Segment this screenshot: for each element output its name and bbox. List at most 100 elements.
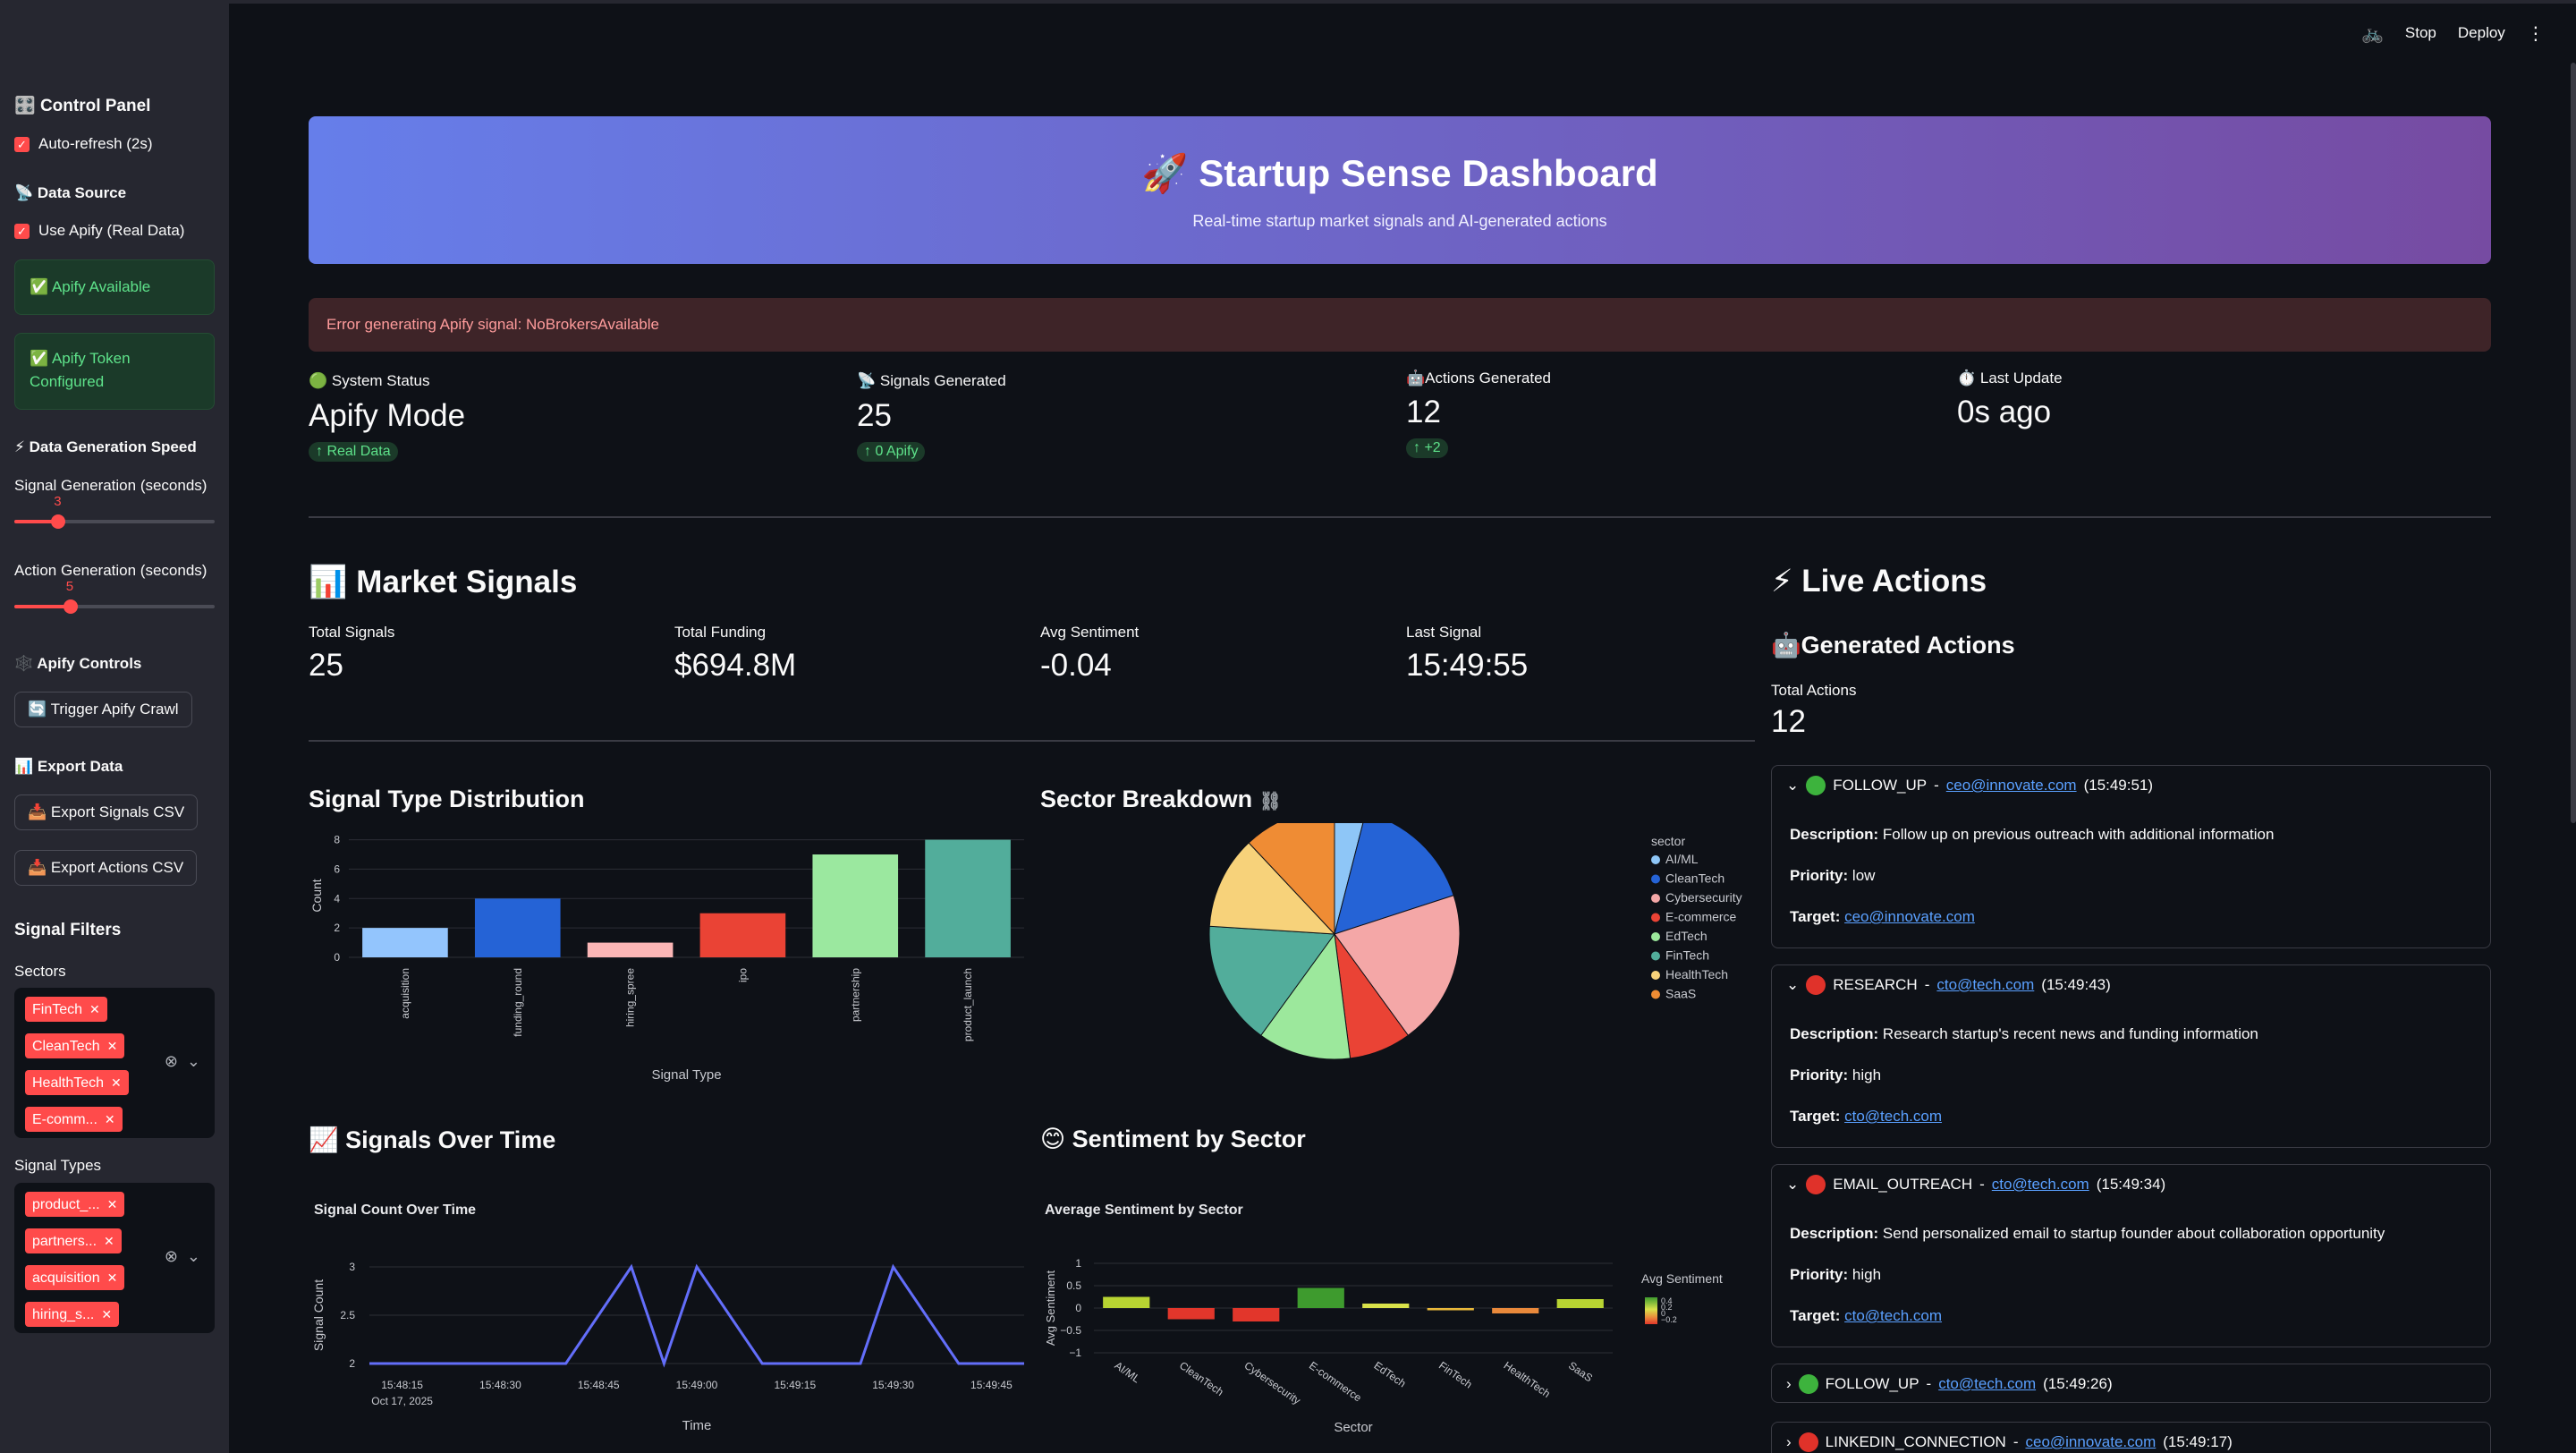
scrollbar[interactable] bbox=[2571, 63, 2576, 823]
metric-value: Apify Mode bbox=[309, 398, 466, 433]
clear-all-icon[interactable]: ⊗ ⌄ bbox=[164, 1052, 200, 1070]
export-actions-button[interactable]: 📥 Export Actions CSV bbox=[14, 850, 198, 886]
action-card-header[interactable]: › LINKEDIN_CONNECTION - ceo@innovate.com … bbox=[1786, 1423, 2233, 1453]
slider-handle[interactable] bbox=[63, 599, 78, 614]
link-icon[interactable]: ⛓ bbox=[1258, 792, 1282, 811]
action-card-header[interactable]: ⌄ EMAIL_OUTREACH - cto@tech.com (15:49:34… bbox=[1786, 1165, 2165, 1204]
action-target-link[interactable]: cto@tech.com bbox=[1991, 1176, 2089, 1193]
remove-icon[interactable]: ✕ bbox=[104, 1234, 114, 1248]
target-label: Target: bbox=[1790, 908, 1841, 925]
signals-over-time-heading: 📈 Signals Over Time bbox=[309, 1126, 556, 1153]
slider-handle[interactable] bbox=[51, 514, 66, 529]
colorbar-tick: 0.4 bbox=[1661, 1296, 1673, 1305]
action-description: Follow up on previous outreach with addi… bbox=[1878, 826, 2275, 843]
bar-SaaS bbox=[1556, 1299, 1604, 1308]
divider bbox=[309, 740, 1755, 742]
chart-title: Signal Count Over Time bbox=[314, 1202, 476, 1218]
remove-icon[interactable]: ✕ bbox=[106, 1197, 118, 1211]
target-link[interactable]: cto@tech.com bbox=[1844, 1307, 1942, 1324]
legend-swatch bbox=[1651, 894, 1660, 903]
legend-swatch bbox=[1651, 874, 1660, 884]
clear-all-icon[interactable]: ⊗ ⌄ bbox=[164, 1247, 200, 1265]
priority-label: Priority: bbox=[1790, 1266, 1849, 1283]
x-tick-label: EdTech bbox=[1372, 1359, 1409, 1389]
legend-label: E-commerce bbox=[1665, 910, 1737, 924]
remove-icon[interactable]: ✕ bbox=[89, 1002, 100, 1016]
tag-ecommerce[interactable]: E-comm... ✕ bbox=[25, 1107, 123, 1132]
signal-gen-slider[interactable]: 3 bbox=[14, 494, 215, 529]
action-target-link[interactable]: ceo@innovate.com bbox=[2025, 1433, 2157, 1450]
action-card[interactable]: ⌄ FOLLOW_UP - ceo@innovate.com (15:49:51)… bbox=[1771, 765, 2491, 948]
chevron-down-icon: ⌄ bbox=[1786, 976, 1800, 993]
slider-value: 5 bbox=[65, 579, 74, 594]
remove-icon[interactable]: ✕ bbox=[111, 1075, 122, 1090]
status-dot-icon bbox=[1806, 1175, 1826, 1194]
deploy-button[interactable]: Deploy bbox=[2457, 24, 2505, 41]
action-card[interactable]: › FOLLOW_UP - cto@tech.com (15:49:26) bbox=[1771, 1364, 2491, 1403]
apify-controls-label: Apify Controls bbox=[37, 655, 142, 672]
metric-delta: ↑ 0 Apify bbox=[857, 442, 926, 462]
action-type: EMAIL_OUTREACH bbox=[1833, 1176, 1973, 1193]
legend-swatch bbox=[1651, 990, 1660, 999]
tag-product-launch[interactable]: product_... ✕ bbox=[25, 1192, 125, 1217]
bar-Cybersecurity bbox=[1233, 1308, 1280, 1321]
tag-acquisition[interactable]: acquisition ✕ bbox=[25, 1265, 125, 1290]
dashboard-title: 🚀 Startup Sense Dashboard bbox=[1141, 152, 1658, 194]
legend-swatch bbox=[1651, 855, 1660, 864]
remove-icon[interactable]: ✕ bbox=[106, 1270, 118, 1285]
bar-AI/ML bbox=[1103, 1296, 1150, 1308]
remove-icon[interactable]: ✕ bbox=[106, 1039, 118, 1053]
action-target-link[interactable]: cto@tech.com bbox=[1938, 1375, 2037, 1392]
tag-hiring-spree[interactable]: hiring_s... ✕ bbox=[25, 1302, 120, 1327]
remove-icon[interactable]: ✕ bbox=[101, 1307, 113, 1321]
action-card-header[interactable]: › FOLLOW_UP - cto@tech.com (15:49:26) bbox=[1786, 1364, 2113, 1404]
pie-slice-SaaS bbox=[1248, 823, 1335, 936]
bar-E-commerce bbox=[1297, 1287, 1344, 1308]
action-target-link[interactable]: ceo@innovate.com bbox=[1945, 777, 2077, 794]
target-link[interactable]: cto@tech.com bbox=[1844, 1108, 1942, 1125]
metric-label: ⏱️ Last Update bbox=[1957, 370, 2063, 387]
main-menu-icon[interactable]: ⋮ bbox=[2526, 23, 2545, 44]
pie-slice-CleanTech bbox=[1334, 823, 1454, 935]
tag-partnership[interactable]: partners... ✕ bbox=[25, 1228, 122, 1253]
action-target-link[interactable]: cto@tech.com bbox=[1936, 976, 2035, 993]
tag-label: acquisition bbox=[32, 1270, 100, 1286]
x-tick-label: 15:48:30 bbox=[479, 1379, 521, 1391]
sectors-multiselect[interactable]: FinTech ✕ CleanTech ✕ HealthTech ✕ E-comm..… bbox=[14, 988, 215, 1138]
apify-controls-heading: 🕸️ Apify Controls bbox=[14, 655, 142, 672]
action-time: (15:49:43) bbox=[2041, 976, 2111, 993]
running-bike-icon: 🚲 bbox=[2361, 23, 2384, 44]
action-card-header[interactable]: ⌄ RESEARCH - cto@tech.com (15:49:43) bbox=[1786, 965, 2111, 1005]
apify-token-line1: ✅ Apify Token bbox=[30, 350, 131, 367]
check-icon: ✓ bbox=[14, 136, 30, 152]
tag-healthtech[interactable]: HealthTech ✕ bbox=[25, 1070, 129, 1095]
target-link[interactable]: ceo@innovate.com bbox=[1844, 908, 1975, 925]
stop-button[interactable]: Stop bbox=[2404, 24, 2436, 41]
use-apify-checkbox[interactable]: ✓ Use Apify (Real Data) bbox=[14, 222, 215, 240]
auto-refresh-checkbox[interactable]: ✓ Auto-refresh (2s) bbox=[14, 135, 215, 153]
export-signals-button[interactable]: 📥 Export Signals CSV bbox=[14, 794, 199, 830]
x-tick-label: HealthTech bbox=[1502, 1359, 1553, 1400]
tag-cleantech[interactable]: CleanTech ✕ bbox=[25, 1033, 125, 1058]
stat-label: Total Signals bbox=[309, 624, 395, 641]
filters-heading: Signal Filters bbox=[14, 921, 122, 939]
action-card[interactable]: ⌄ RESEARCH - cto@tech.com (15:49:43) Desc… bbox=[1771, 964, 2491, 1148]
colorbar-tick: 0.2 bbox=[1661, 1303, 1673, 1312]
bar-CleanTech bbox=[1167, 1308, 1215, 1320]
action-card[interactable]: › LINKEDIN_CONNECTION - ceo@innovate.com … bbox=[1771, 1422, 2491, 1453]
x-tick-label: FinTech bbox=[1436, 1359, 1474, 1391]
tag-fintech[interactable]: FinTech ✕ bbox=[25, 997, 107, 1022]
x-tick-label: 15:48:15 bbox=[381, 1379, 423, 1391]
trigger-crawl-button[interactable]: 🔄 Trigger Apify Crawl bbox=[14, 692, 192, 727]
target-label: Target: bbox=[1790, 1307, 1841, 1324]
tag-label: product_... bbox=[32, 1197, 100, 1212]
types-multiselect[interactable]: product_... ✕ partners... ✕ acquisition ✕ h… bbox=[14, 1183, 215, 1333]
action-card[interactable]: ⌄ EMAIL_OUTREACH - cto@tech.com (15:49:34… bbox=[1771, 1164, 2491, 1347]
y-tick-label: 6 bbox=[334, 862, 340, 875]
chevron-right-icon: › bbox=[1786, 1375, 1792, 1392]
action-gen-slider[interactable]: 5 bbox=[14, 579, 215, 614]
priority-label: Priority: bbox=[1790, 867, 1849, 884]
remove-icon[interactable]: ✕ bbox=[104, 1112, 115, 1126]
line-series bbox=[369, 1263, 1024, 1368]
action-card-header[interactable]: ⌄ FOLLOW_UP - ceo@innovate.com (15:49:51) bbox=[1786, 766, 2153, 805]
